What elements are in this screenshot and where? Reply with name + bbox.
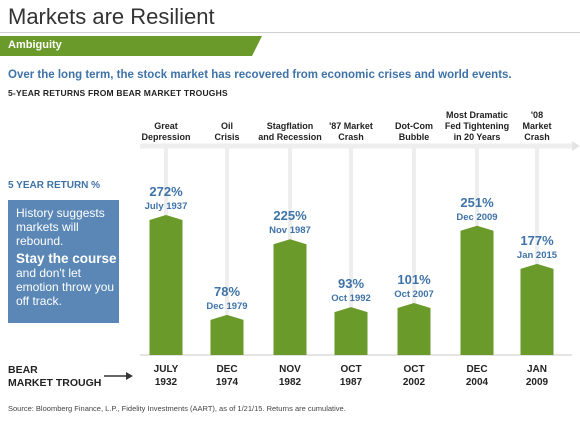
callout-line1: History suggests markets will rebound. xyxy=(16,206,105,248)
event-label: '87 Market xyxy=(329,121,373,131)
y-axis-label: 5 YEAR RETURN % xyxy=(8,180,101,191)
banner-label: Ambiguity xyxy=(8,39,62,51)
section-heading: 5-YEAR RETURNS FROM BEAR MARKET TROUGHS xyxy=(8,88,228,98)
event-label: and Recession xyxy=(258,132,322,142)
value-label: 177% xyxy=(520,233,554,248)
date-label: Dec 1979 xyxy=(206,301,247,312)
date-label: July 1937 xyxy=(145,201,188,212)
event-label: Dot-Com xyxy=(395,121,433,131)
callout-rest: and don't let emotion throw you off trac… xyxy=(16,266,115,308)
banner-shape xyxy=(0,36,262,56)
page-title: Markets are Resilient xyxy=(8,4,215,29)
trough-year-label: 1982 xyxy=(279,377,302,388)
bar xyxy=(460,225,494,355)
event-label: Most Dramatic xyxy=(446,110,508,120)
date-label: Jan 2015 xyxy=(517,250,558,261)
trough-month-label: JULY xyxy=(154,364,179,375)
trough-month-label: NOV xyxy=(279,364,301,375)
event-label: Fed Tightening xyxy=(445,121,509,131)
trough-month-label: OCT xyxy=(340,364,361,375)
trough-month-label: JAN xyxy=(527,364,547,375)
date-label: Oct 1992 xyxy=(331,293,371,304)
event-label: Bubble xyxy=(399,132,430,142)
trough-arrow-head xyxy=(126,372,133,380)
trough-month-label: DEC xyxy=(216,364,237,375)
trough-year-label: 1974 xyxy=(216,377,239,388)
bar xyxy=(397,303,431,355)
event-label: '08 xyxy=(531,110,543,120)
trough-year-label: 1987 xyxy=(340,377,363,388)
bar xyxy=(149,215,183,355)
value-label: 251% xyxy=(460,195,494,210)
bar xyxy=(210,314,244,355)
event-label: Oil xyxy=(221,121,233,131)
event-label: Stagflation xyxy=(267,121,314,131)
subtitle: Over the long term, the stock market has… xyxy=(8,69,512,81)
trough-year-label: 2009 xyxy=(526,377,549,388)
date-label: Oct 2007 xyxy=(394,289,434,300)
event-label: Crash xyxy=(524,132,550,142)
x-axis-label: BEAR MARKET TROUGH xyxy=(8,364,101,390)
bar xyxy=(520,263,554,355)
event-label: Crash xyxy=(338,132,364,142)
trough-month-label: OCT xyxy=(403,364,424,375)
callout-line2: Stay the course and don't let emotion th… xyxy=(16,251,119,309)
callout-box: History suggests markets will rebound. S… xyxy=(8,200,119,323)
event-label: Depression xyxy=(141,132,190,142)
ambiguity-banner: Ambiguity xyxy=(0,36,262,56)
bar xyxy=(334,307,368,355)
trough-year-label: 2002 xyxy=(403,377,426,388)
event-label: in 20 Years xyxy=(454,132,501,142)
trough-year-label: 2004 xyxy=(466,377,489,388)
trough-year-label: 1932 xyxy=(155,377,178,388)
value-label: 101% xyxy=(397,272,431,287)
date-label: Dec 2009 xyxy=(456,212,497,223)
event-label: Market xyxy=(522,121,551,131)
value-label: 78% xyxy=(214,284,240,299)
bar xyxy=(273,239,307,355)
value-label: 93% xyxy=(338,276,364,291)
trough-month-label: DEC xyxy=(466,364,487,375)
event-label: Great xyxy=(154,121,178,131)
date-label: Nov 1987 xyxy=(269,225,311,236)
value-label: 225% xyxy=(273,208,307,223)
timeline-arrow-head xyxy=(572,141,580,151)
x-axis-label-line1: BEAR xyxy=(8,364,38,376)
value-label: 272% xyxy=(149,184,183,199)
source-note: Source: Bloomberg Finance, L.P., Fidelit… xyxy=(8,404,346,413)
callout-strong: Stay the course xyxy=(16,251,117,266)
event-label: Crisis xyxy=(214,132,239,142)
x-axis-label-line2: MARKET TROUGH xyxy=(8,377,102,389)
title-divider xyxy=(0,32,580,33)
